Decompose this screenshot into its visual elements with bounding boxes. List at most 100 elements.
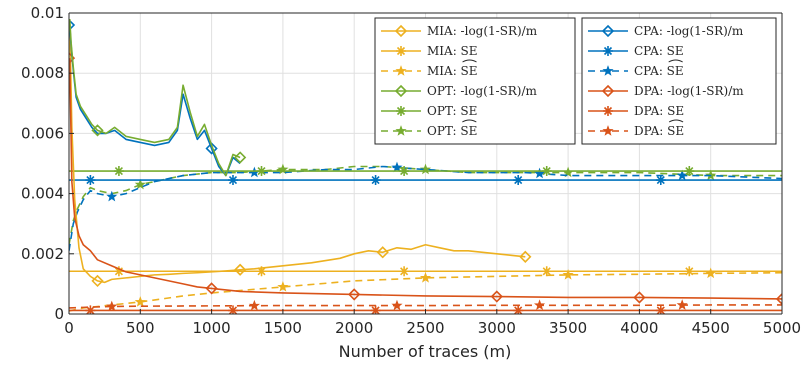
data-point (541, 266, 552, 277)
data-point (676, 169, 688, 181)
x-tick-label: 0 (64, 319, 74, 337)
legend-label: OPT: SE (427, 104, 477, 118)
data-point (205, 142, 218, 155)
y-tick-label: 0 (54, 305, 64, 323)
data-point (205, 282, 218, 295)
legend-label: CPA: SE (634, 44, 684, 58)
legend-entry: DPA: SE (588, 104, 684, 118)
legend-marker (601, 24, 615, 38)
data-point (655, 305, 666, 314)
x-tick-label: 1000 (193, 319, 231, 337)
legend-marker (395, 125, 407, 136)
legend-label: MIA: -log(1-SR)/m (427, 24, 538, 38)
data-point (541, 166, 552, 177)
data-point (513, 175, 524, 186)
data-point (519, 250, 532, 263)
legend-entry: DPA: SE (588, 119, 684, 138)
legend-label: DPA: SE (634, 104, 684, 118)
hat-accent (668, 119, 684, 123)
data-point (227, 305, 238, 314)
legend-entry: CPA: -log(1-SR)/m (588, 24, 744, 38)
data-point (376, 246, 389, 259)
legend-entry: DPA: -log(1-SR)/m (588, 84, 744, 98)
x-tick-label: 1500 (264, 319, 302, 337)
legend: MIA: -log(1-SR)/m MIA: SE MIA: SE OPT: -log… (374, 17, 777, 145)
data-point (513, 305, 524, 314)
data-point (256, 266, 267, 277)
data-point (277, 281, 289, 292)
y-tick-label: 0.008 (21, 64, 64, 82)
x-tick-label: 500 (126, 319, 155, 337)
y-tick-label: 0.006 (21, 124, 64, 142)
y-tick-label: 0.002 (21, 245, 64, 263)
series-opt-4 (69, 166, 782, 177)
data-point (248, 299, 260, 311)
data-point (684, 266, 695, 277)
x-tick-label: 3500 (549, 319, 587, 337)
data-point (562, 269, 574, 280)
legend-label: DPA: -log(1-SR)/m (634, 84, 744, 98)
data-point (684, 166, 695, 177)
legend-marker (396, 46, 406, 56)
data-point (490, 290, 503, 303)
hat-accent (462, 119, 477, 123)
legend-marker (394, 84, 408, 98)
legend-label: CPA: -log(1-SR)/m (634, 24, 744, 38)
data-point (248, 166, 260, 178)
legend-label: DPA: SE (634, 124, 684, 138)
data-point (775, 292, 782, 306)
legend-entry: MIA: SE (381, 44, 478, 58)
legend-box-2: CPA: -log(1-SR)/m CPA: SE CPA: SE DPA: -log… (581, 17, 777, 145)
data-point (91, 124, 104, 137)
data-point (227, 175, 238, 186)
data-point (399, 166, 410, 177)
legend-label: OPT: SE (427, 124, 477, 138)
data-point (419, 272, 432, 283)
series-mia-1 (69, 266, 782, 277)
data-point (106, 300, 118, 312)
data-point (91, 274, 104, 288)
series-line (69, 58, 782, 300)
data-point (633, 291, 646, 304)
legend-entry: OPT: -log(1-SR)/m (381, 84, 537, 98)
data-point (370, 175, 381, 186)
x-axis-label: Number of traces (m) (339, 342, 512, 361)
data-point (534, 299, 546, 311)
legend-entry: OPT: SE (381, 119, 477, 138)
legend-marker (395, 65, 407, 76)
data-point (256, 166, 267, 177)
data-point (534, 167, 546, 179)
legend-marker (394, 24, 408, 38)
legend-entry: MIA: -log(1-SR)/m (381, 24, 538, 38)
legend-entry: CPA: SE (588, 59, 684, 78)
x-tick-label: 2000 (335, 319, 373, 337)
legend-frame (581, 17, 777, 145)
data-point (113, 166, 124, 177)
legend-box-1: MIA: -log(1-SR)/m MIA: SE MIA: SE OPT: -log… (374, 17, 576, 145)
legend-marker (602, 65, 614, 76)
data-point (399, 266, 410, 277)
legend-label: MIA: SE (427, 64, 478, 78)
data-point (233, 263, 247, 276)
data-point (233, 151, 247, 164)
x-tick-label: 5000 (763, 319, 801, 337)
axes (68, 12, 783, 315)
y-tick-label: 0.01 (31, 4, 64, 22)
series-line (69, 165, 782, 245)
data-point (134, 178, 146, 190)
legend-marker (603, 46, 613, 56)
series-dpa-11 (69, 299, 782, 312)
data-point (85, 305, 96, 314)
legend-entry: MIA: SE (381, 59, 478, 78)
data-point (69, 18, 76, 32)
legend-entry: OPT: SE (381, 104, 477, 118)
legend-marker (396, 106, 406, 116)
legend-label: CPA: SE (634, 64, 684, 78)
tick-labels: 0 500 1000 1500 2000 2500 3000 3500 4000 4500 5000… (21, 4, 801, 337)
x-tick-label: 4500 (692, 319, 730, 337)
data-point (391, 299, 403, 311)
legend-entry: CPA: SE (588, 44, 684, 58)
legend-label: MIA: SE (427, 44, 478, 58)
data-point (391, 161, 403, 173)
